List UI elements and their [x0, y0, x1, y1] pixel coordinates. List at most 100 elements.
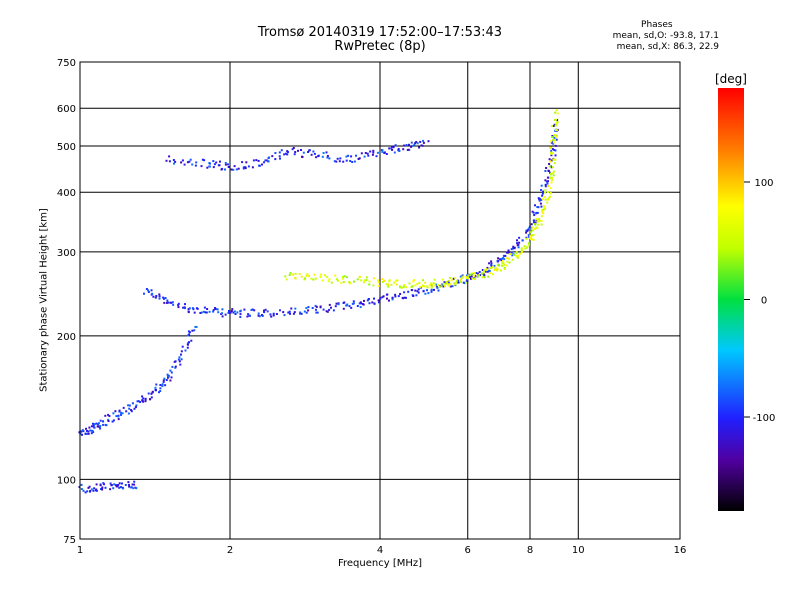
echo-point: [180, 353, 182, 356]
echo-point: [161, 385, 164, 387]
echo-point: [540, 215, 543, 218]
echo-point: [167, 301, 169, 304]
echo-point: [95, 489, 98, 492]
echo-point: [549, 187, 552, 190]
echo-point: [552, 141, 555, 144]
echo-point: [112, 419, 115, 422]
echo-point: [470, 277, 472, 280]
echo-point: [416, 142, 419, 145]
echo-point: [305, 311, 308, 314]
echo-point: [92, 425, 95, 428]
echo-point: [92, 489, 95, 492]
echo-point: [313, 273, 316, 276]
echo-point: [488, 267, 491, 270]
echo-point: [550, 172, 553, 175]
echo-point: [150, 289, 153, 292]
echo-point: [547, 191, 549, 194]
echo-point: [300, 149, 302, 151]
echo-point: [486, 270, 489, 273]
echo-point: [233, 310, 236, 313]
echo-point: [405, 286, 407, 289]
echo-point: [251, 166, 254, 169]
echo-point: [216, 308, 219, 311]
echo-point: [467, 274, 470, 277]
echo-point: [227, 166, 230, 168]
echo-point: [405, 144, 408, 146]
echo-point: [492, 265, 494, 268]
echo-point: [242, 167, 245, 170]
echo-point: [120, 411, 122, 414]
echo-point: [555, 135, 558, 138]
echo-point: [347, 154, 350, 157]
echo-point: [326, 156, 329, 159]
echo-point: [212, 310, 215, 313]
echo-point: [397, 149, 400, 152]
echo-point: [538, 197, 541, 200]
echo-point: [478, 271, 481, 273]
echo-point: [326, 310, 329, 313]
echo-point: [471, 272, 474, 275]
echo-point: [368, 280, 371, 283]
echo-point: [342, 281, 345, 284]
echo-point: [208, 165, 211, 168]
echo-point: [87, 432, 90, 435]
echo-point: [518, 241, 521, 244]
echo-point: [363, 299, 365, 302]
echo-point: [180, 358, 183, 361]
echo-point: [167, 376, 169, 379]
x-tick-label: 10: [572, 545, 585, 556]
echo-point: [471, 277, 474, 280]
y-tick-label: 100: [57, 475, 76, 486]
echo-point: [322, 308, 325, 311]
echo-point: [390, 147, 393, 150]
echo-point: [124, 484, 127, 486]
echo-point: [328, 303, 331, 306]
echo-point: [385, 293, 388, 296]
echo-point: [554, 124, 557, 127]
x-tick-label: 2: [227, 545, 233, 556]
echo-point: [490, 266, 493, 269]
echo-point: [422, 139, 425, 142]
echo-point: [503, 266, 506, 269]
echo-point: [87, 430, 90, 433]
echo-point: [534, 227, 536, 230]
echo-point: [553, 162, 556, 165]
echo-point: [542, 190, 545, 193]
echo-point: [118, 482, 121, 485]
echo-point: [227, 311, 230, 314]
echo-point: [327, 280, 330, 283]
echo-point: [288, 310, 291, 313]
echo-point: [235, 168, 238, 171]
echo-point: [412, 295, 415, 297]
echo-point: [342, 275, 344, 278]
echo-point: [178, 356, 181, 359]
echo-point: [87, 486, 90, 489]
echo-point: [205, 311, 208, 314]
echo-point: [414, 289, 417, 292]
echo-point: [437, 284, 440, 286]
echo-point: [257, 159, 260, 162]
echo-point: [373, 297, 375, 300]
echo-point: [466, 280, 469, 283]
echo-point: [540, 223, 543, 226]
echo-point: [286, 153, 289, 156]
echo-point: [193, 311, 196, 314]
echo-point: [109, 488, 112, 491]
echo-point: [357, 158, 360, 160]
echo-point: [257, 312, 260, 315]
echo-point: [315, 305, 318, 308]
echo-point: [549, 192, 552, 195]
echo-point: [550, 146, 553, 149]
echo-point: [335, 160, 338, 163]
echo-point: [437, 289, 440, 292]
echo-point: [263, 161, 265, 164]
echo-point: [363, 155, 366, 158]
echo-point: [371, 153, 374, 156]
echo-point: [181, 159, 184, 162]
echo-point: [375, 155, 378, 158]
echo-point: [149, 398, 151, 401]
echo-point: [337, 303, 340, 306]
echo-point: [93, 423, 96, 426]
echo-point: [302, 151, 305, 154]
echo-point: [528, 243, 530, 246]
